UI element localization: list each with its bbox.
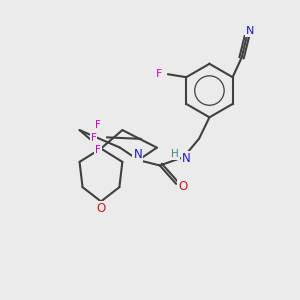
Text: N: N [246, 26, 255, 36]
Text: F: F [95, 145, 101, 155]
Text: F: F [95, 121, 101, 130]
Text: O: O [96, 202, 106, 215]
Text: F: F [156, 69, 162, 79]
Text: N: N [134, 148, 142, 161]
Text: F: F [91, 133, 97, 143]
Text: H: H [171, 149, 179, 159]
Text: N: N [182, 152, 191, 165]
Text: O: O [178, 180, 187, 194]
